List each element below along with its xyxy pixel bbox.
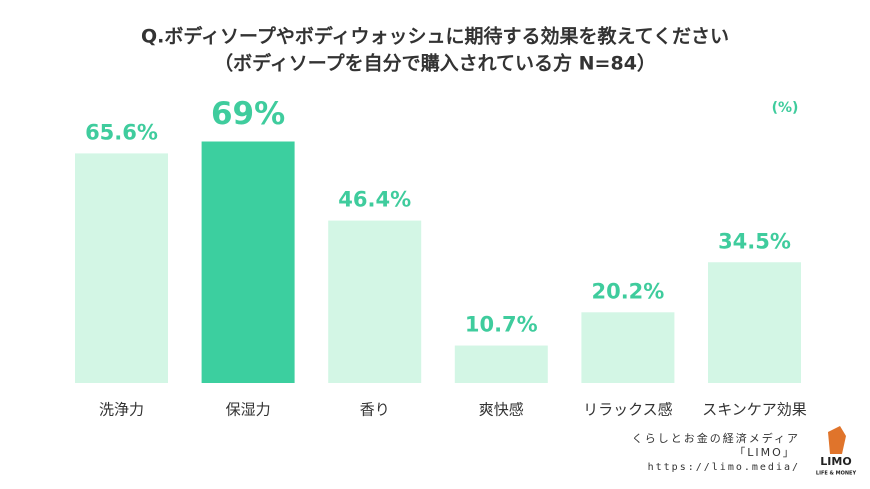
footer-tagline: くらしとお金の経済メディア — [632, 431, 800, 445]
value-label: 65.6% — [85, 120, 158, 144]
footer-url: https://limo.media/ — [648, 462, 800, 473]
x-tick-label: リラックス感 — [583, 401, 673, 419]
bar — [454, 345, 548, 383]
value-label: 10.7% — [465, 313, 538, 337]
value-label: 20.2% — [591, 279, 664, 303]
bar — [201, 141, 295, 383]
footer-brand: 「LIMO」 — [734, 446, 796, 459]
x-tick-label: 保湿力 — [226, 401, 271, 419]
value-label: 34.5% — [718, 229, 791, 253]
value-label: 46.4% — [338, 188, 411, 212]
x-tick-label: スキンケア効果 — [702, 401, 807, 419]
bar — [708, 262, 801, 383]
logo-text: LIMO — [820, 455, 851, 468]
bar — [581, 312, 675, 383]
x-tick-label: 香り — [360, 401, 390, 419]
chart-title: Q.ボディソープやボディウォッシュに期待する効果を教えてください — [141, 25, 729, 48]
logo-icon — [828, 426, 846, 454]
logo-sub: LIFE & MONEY — [816, 471, 857, 477]
x-tick-label: 洗浄力 — [99, 401, 144, 419]
x-tick-label: 爽快感 — [479, 401, 524, 419]
bar — [328, 220, 422, 383]
footer: くらしとお金の経済メディア 「LIMO」 https://limo.media/… — [632, 426, 857, 477]
unit-label: (%) — [772, 100, 799, 116]
chart-subtitle: （ボディソープを自分で購入されている方 N=84） — [214, 52, 656, 75]
bar — [75, 153, 168, 383]
value-label: 69% — [211, 96, 285, 132]
